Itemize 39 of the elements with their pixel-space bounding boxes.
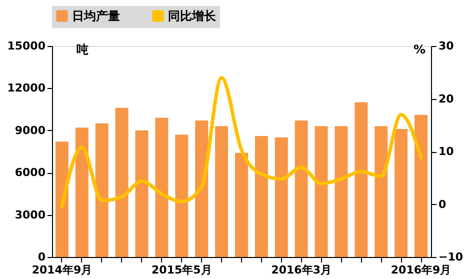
- y2-tick-label: 10: [438, 145, 454, 158]
- bar: [115, 108, 128, 257]
- y-tick-label: 15000: [7, 40, 46, 52]
- bar: [175, 134, 188, 257]
- bar: [55, 142, 68, 257]
- bar: [155, 118, 168, 257]
- y-tick-label: 12000: [7, 82, 46, 95]
- bar: [215, 126, 228, 257]
- bar: [394, 128, 408, 257]
- bar: [374, 126, 388, 257]
- bar: [235, 152, 248, 257]
- line-series: [60, 76, 423, 208]
- y-tick-label: 0: [38, 250, 46, 264]
- x-tick-label: 2016年3月: [271, 264, 332, 276]
- x-tick-label: 2014年9月: [32, 264, 92, 276]
- bar: [135, 130, 148, 257]
- y2-axis-title: %: [413, 42, 426, 56]
- legend-label: 同比增长: [168, 9, 217, 23]
- bar: [314, 126, 328, 257]
- y-tick-label: 6000: [14, 166, 46, 180]
- bar: [274, 137, 288, 257]
- bar: [414, 114, 428, 257]
- x-tick-label: 2015年5月: [152, 264, 212, 276]
- legend-label: 日均产量: [72, 9, 120, 23]
- y2-tick-label: 20: [438, 92, 454, 106]
- y2-tick-label: 30: [438, 40, 454, 52]
- bar: [254, 136, 268, 257]
- y2-tick-label: −10: [438, 250, 464, 264]
- x-tick-label: 2016年9月: [390, 264, 452, 276]
- y-tick-label: 9000: [14, 124, 46, 137]
- y2-tick-label: 0: [438, 198, 446, 211]
- bar: [95, 123, 108, 257]
- bar: [354, 102, 368, 257]
- bar: [75, 128, 88, 257]
- y-axis-title: 吨: [76, 42, 88, 56]
- bar: [195, 120, 208, 257]
- bar: [294, 120, 308, 257]
- bar: [334, 126, 348, 257]
- y-tick-label: 3000: [14, 208, 46, 222]
